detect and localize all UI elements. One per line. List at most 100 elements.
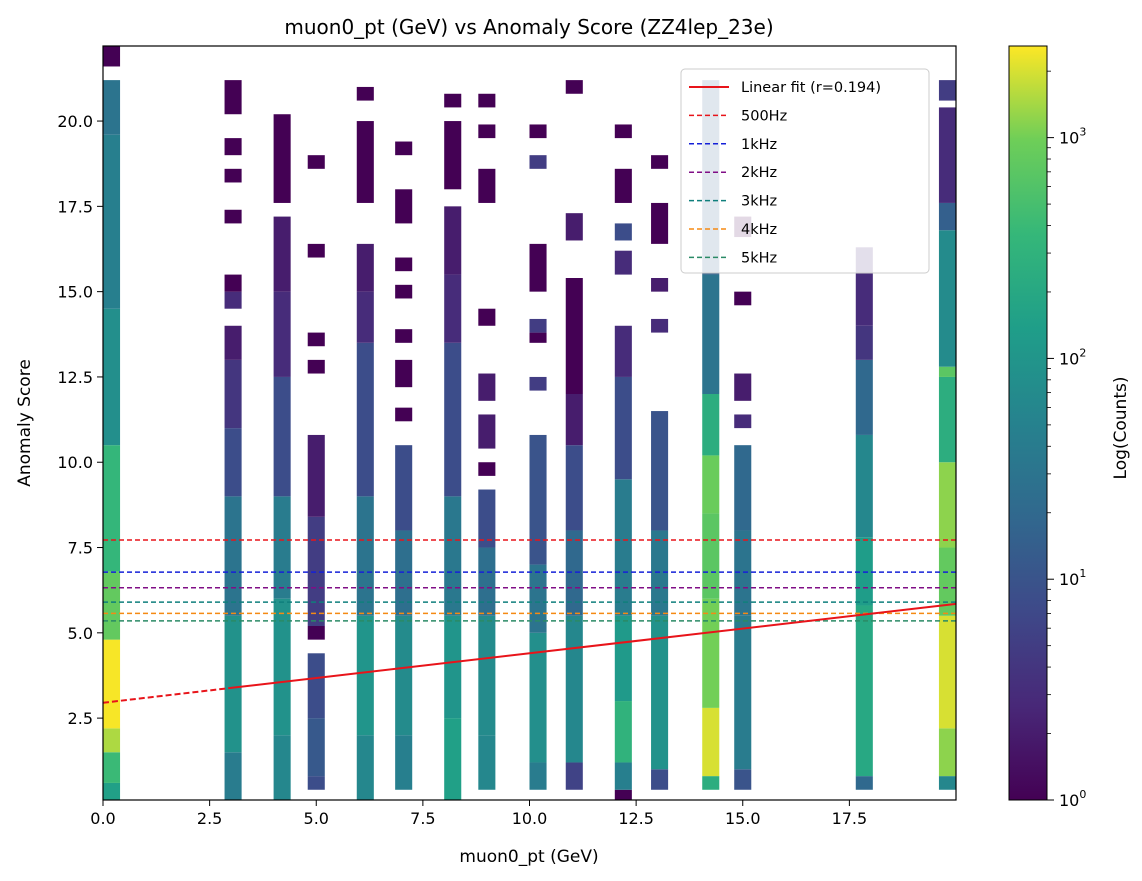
heatmap-cell	[651, 530, 669, 616]
heatmap-cell	[529, 318, 547, 333]
threshold-lines	[103, 539, 956, 622]
heatmap-cell	[395, 407, 413, 422]
y-axis-label: Anomaly Score	[15, 359, 35, 487]
y-tick-label: 15.0	[57, 283, 93, 302]
fit-line-solid	[230, 602, 957, 689]
legend-label: 2kHz	[741, 165, 777, 181]
heatmap-cell	[356, 735, 374, 800]
heatmap-cell	[734, 291, 752, 306]
y-tick-label: 17.5	[57, 197, 93, 216]
heatmap-cell	[395, 615, 413, 736]
heatmap-cell	[734, 615, 752, 770]
heatmap-cell	[103, 134, 121, 309]
heatmap-cell	[444, 93, 462, 108]
heatmap-cell	[702, 274, 720, 394]
heatmap-cell	[565, 445, 583, 531]
heatmap-cell	[702, 598, 720, 708]
x-tick-label: 17.5	[832, 809, 868, 828]
heatmap-cell	[565, 213, 583, 241]
heatmap-cell	[651, 202, 669, 244]
heatmap-cell	[224, 274, 242, 292]
heatmap-cells	[103, 46, 956, 800]
heatmap-cell	[103, 46, 121, 67]
heatmap-cell	[356, 496, 374, 616]
heatmap-cell	[444, 206, 462, 275]
heatmap-cell	[734, 414, 752, 429]
heatmap-cell	[734, 445, 752, 531]
heatmap-cell	[103, 445, 121, 572]
heatmap-cell	[307, 626, 325, 640]
colorbar-ticks: 100 101 102 103	[1047, 70, 1086, 810]
heatmap-cell	[529, 332, 547, 343]
heatmap-cell	[651, 278, 669, 292]
heatmap-cell	[395, 359, 413, 388]
heatmap-cell	[478, 308, 496, 326]
heatmap-cell	[224, 291, 242, 309]
heatmap-cell	[478, 373, 496, 401]
heatmap-cell	[224, 428, 242, 497]
heatmap-cell	[395, 141, 413, 156]
heatmap-cell	[395, 445, 413, 531]
heatmap-cell	[478, 489, 496, 548]
heatmap-cell	[651, 769, 669, 790]
heatmap-cell	[529, 632, 547, 763]
heatmap-cell	[356, 121, 374, 203]
heatmap-cell	[614, 223, 632, 241]
heatmap-cell	[395, 284, 413, 299]
heatmap-cell	[273, 735, 291, 800]
heatmap-cell	[529, 434, 547, 565]
heatmap-cell	[224, 359, 242, 429]
heatmap-cell	[938, 615, 956, 729]
heatmap-cell	[938, 547, 956, 616]
x-axis-label: muon0_pt (GeV)	[459, 847, 598, 867]
fit-line	[102, 602, 957, 704]
heatmap-cell	[702, 394, 720, 456]
heatmap-cell	[444, 496, 462, 616]
heatmap-cell	[224, 325, 242, 360]
heatmap-cell	[855, 605, 873, 777]
heatmap-cell	[103, 308, 121, 446]
colorbar	[1008, 45, 1048, 801]
heatmap-cell	[651, 318, 669, 333]
heatmap-cell	[307, 434, 325, 517]
heatmap-cell	[938, 776, 956, 790]
heatmap-cell	[565, 615, 583, 763]
heatmap-cell	[565, 80, 583, 94]
colorbar-tick-label: 102	[1059, 346, 1086, 368]
heatmap-cell	[103, 728, 121, 753]
heatmap-cell	[103, 639, 121, 729]
heatmap-cell	[224, 209, 242, 224]
heatmap-cell	[614, 168, 632, 203]
heatmap-cell	[103, 571, 121, 640]
heatmap-cell	[307, 516, 325, 626]
heatmap-cell	[103, 752, 121, 783]
heatmap-cell	[938, 462, 956, 548]
heatmap-cell	[938, 728, 956, 777]
colorbar-tick-label: 101	[1059, 567, 1086, 589]
x-tick-label: 7.5	[410, 809, 435, 828]
heatmap-cell	[614, 124, 632, 139]
x-tick-label: 5.0	[304, 809, 329, 828]
heatmap-cell	[702, 513, 720, 599]
heatmap-cell	[478, 615, 496, 736]
heatmap-cell	[444, 615, 462, 719]
heatmap-cell	[938, 107, 956, 203]
heatmap-cell	[103, 782, 121, 800]
x-axis-ticks: 0.0 2.5 5.0 7.5 10.0 12.5 15.0 17.5	[90, 800, 867, 828]
y-tick-label: 10.0	[57, 453, 93, 472]
heatmap-cell	[614, 325, 632, 377]
heatmap-cell	[444, 342, 462, 497]
heatmap-cell	[614, 250, 632, 275]
heatmap-cell	[395, 735, 413, 790]
heatmap-cell	[938, 230, 956, 367]
heatmap-cell	[938, 202, 956, 231]
heatmap-cell	[307, 332, 325, 347]
heatmap-cell	[565, 278, 583, 394]
legend-label: 4kHz	[741, 222, 777, 238]
heatmap-cell	[356, 615, 374, 736]
heatmap-cell	[702, 455, 720, 514]
x-tick-label: 0.0	[90, 809, 115, 828]
y-axis-ticks: 2.5 5.0 7.5 10.0 12.5 15.0 17.5 20.0	[57, 112, 103, 728]
heatmap-cell	[855, 359, 873, 435]
